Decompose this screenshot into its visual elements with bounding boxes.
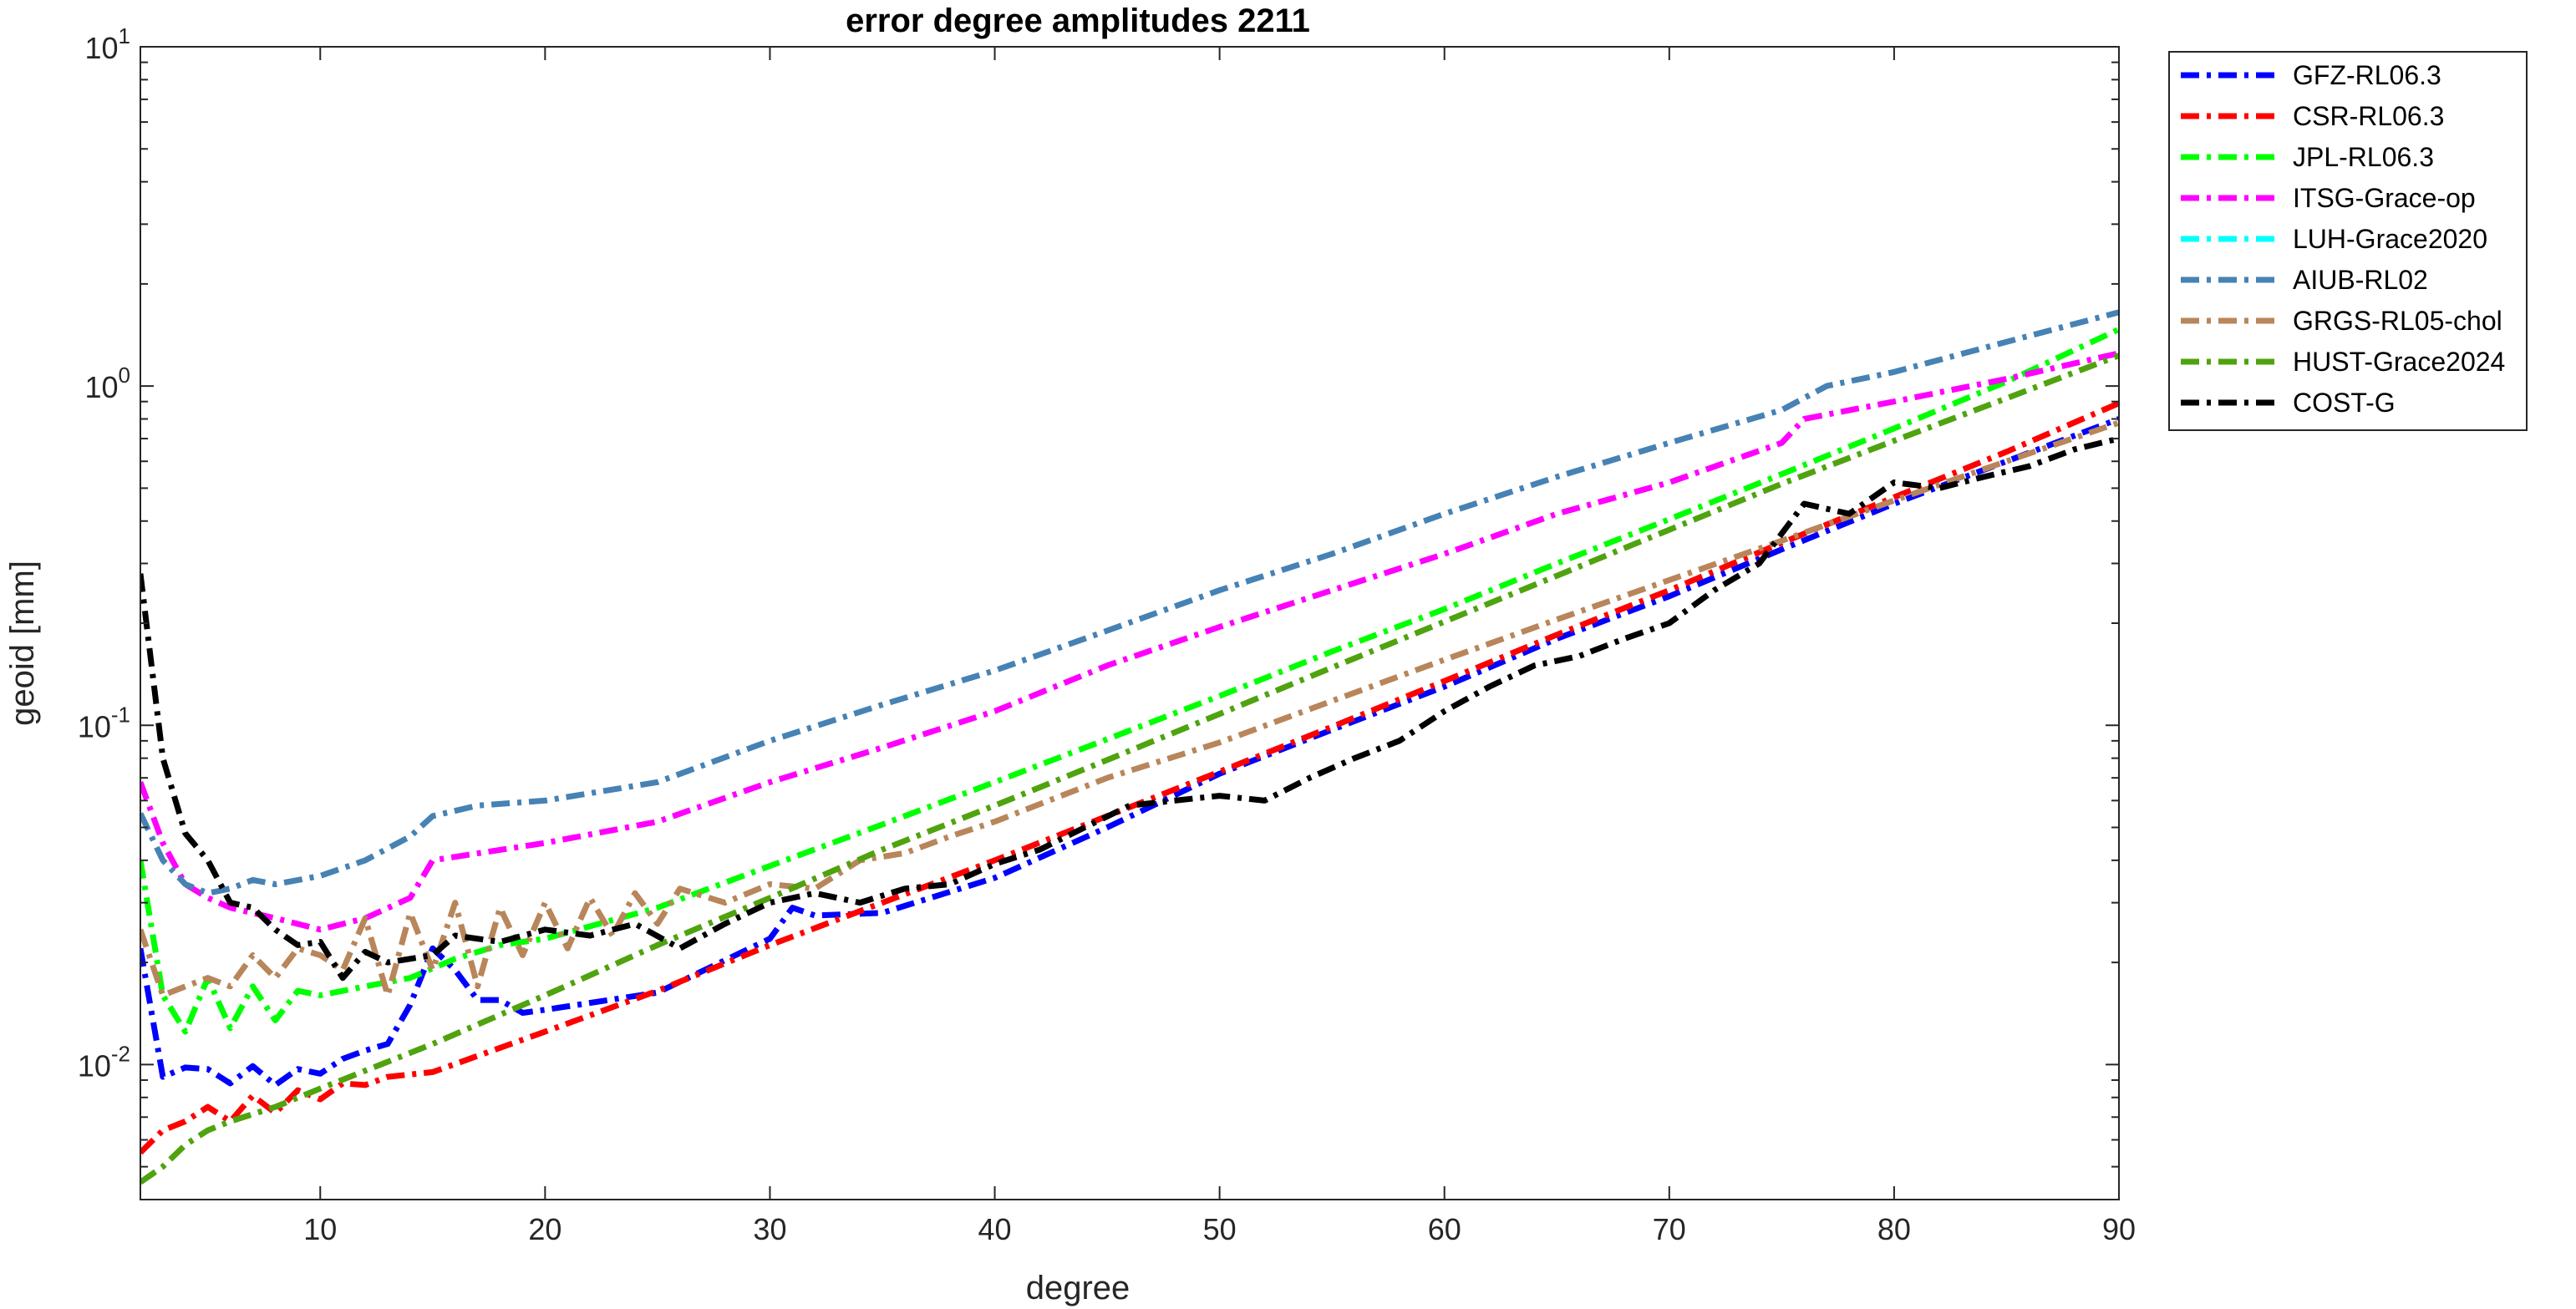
series-group — [140, 309, 2119, 1185]
y-axis-label: geoid [mm] — [4, 561, 41, 726]
legend-label-1: CSR-RL06.3 — [2293, 101, 2444, 131]
legend-label-6: GRGS-RL05-chol — [2293, 306, 2502, 336]
legend-label-7: HUST-Grace2024 — [2293, 347, 2505, 377]
x-tick-label: 20 — [528, 1212, 561, 1246]
x-tick-label: 70 — [1653, 1212, 1686, 1246]
x-tick-label: 30 — [753, 1212, 786, 1246]
legend-label-4: LUH-Grace2020 — [2293, 224, 2487, 254]
series-line-5 — [140, 309, 2119, 896]
x-tick-label: 60 — [1428, 1212, 1461, 1246]
series-line-6 — [140, 419, 2119, 998]
series-line-3 — [140, 350, 2119, 933]
legend-label-3: ITSG-Grace-op — [2293, 183, 2476, 213]
legend-label-2: JPL-RL06.3 — [2293, 142, 2434, 172]
series-line-8 — [140, 435, 2119, 982]
y-tick-label: 10-1 — [78, 702, 130, 743]
y-tick-label: 10-2 — [78, 1041, 130, 1083]
chart-title: error degree amplitudes 2211 — [846, 3, 1310, 39]
plot-area: 10 20 30 40 50 60 70 80 90 10-2 10-1 100 101 — [78, 23, 2136, 1246]
series-line-1 — [140, 400, 2119, 1155]
series-line-0 — [140, 416, 2119, 1088]
x-tick-label: 50 — [1203, 1212, 1237, 1246]
y-tick-label: 101 — [84, 23, 130, 65]
legend: GFZ-RL06.3 CSR-RL06.3 JPL-RL06.3 ITSG-Grace… — [2168, 51, 2528, 431]
legend-label-8: COST-G — [2293, 388, 2396, 418]
x-tick-label: 40 — [978, 1212, 1012, 1246]
x-tick-label: 90 — [2102, 1212, 2136, 1246]
x-tick-label: 80 — [1877, 1212, 1911, 1246]
series-line-7 — [140, 353, 2119, 1185]
series-line-2 — [140, 327, 2119, 1035]
x-tick-label: 10 — [303, 1212, 337, 1246]
y-tick-label: 100 — [84, 363, 130, 404]
legend-label-5: AIUB-RL02 — [2293, 265, 2428, 295]
x-axis-label: degree — [1026, 1270, 1130, 1306]
legend-label-0: GFZ-RL06.3 — [2293, 60, 2441, 90]
